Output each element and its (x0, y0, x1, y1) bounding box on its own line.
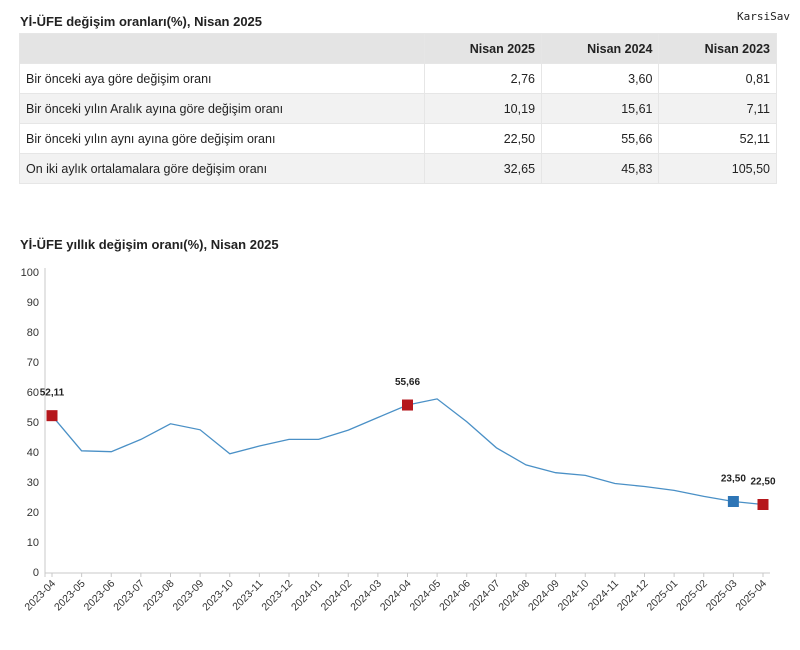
x-tick-label: 2025-03 (704, 578, 740, 614)
x-tick-label: 2023-07 (111, 578, 147, 614)
data-label: 55,66 (395, 377, 420, 388)
x-tick-label: 2025-01 (645, 578, 681, 614)
table-header-row: Nisan 2025 Nisan 2024 Nisan 2023 (19, 33, 777, 64)
y-tick-label: 100 (21, 267, 39, 279)
table-cell: 55,66 (541, 123, 660, 154)
x-tick-label: 2023-09 (171, 578, 207, 614)
x-tick-label: 2024-02 (319, 578, 355, 614)
y-tick-label: 60 (27, 387, 39, 399)
y-tick-label: 80 (27, 327, 39, 339)
x-tick-label: 2025-04 (733, 578, 769, 614)
table-row: Bir önceki yılın Aralık ayına göre değiş… (19, 93, 777, 124)
x-tick-label: 2023-05 (52, 578, 88, 614)
x-tick-label: 2023-08 (141, 578, 177, 614)
series-line (51, 398, 764, 506)
y-tick-label: 20 (27, 507, 39, 519)
y-tick-label: 50 (27, 417, 39, 429)
x-tick-label: 2024-08 (496, 578, 532, 614)
x-tick-label: 2023-06 (82, 578, 118, 614)
x-tick-label: 2024-06 (437, 578, 473, 614)
x-tick-label: 2024-09 (526, 578, 562, 614)
annual-change-line-chart: 01020304050607080901002023-042023-052023… (21, 267, 776, 614)
x-tick-label: 2024-05 (408, 578, 444, 614)
change-rates-table: Nisan 2025 Nisan 2024 Nisan 2023 Bir önc… (19, 33, 777, 184)
table-cell: 10,19 (423, 93, 543, 124)
table-row-label: Bir önceki aya göre değişim oranı (19, 63, 425, 94)
table-row-label: On iki aylık ortalamalara göre değişim o… (19, 153, 425, 184)
y-tick-label: 90 (27, 297, 39, 309)
table-row-label: Bir önceki yılın Aralık ayına göre değiş… (19, 93, 425, 124)
table-title: Yİ-ÜFE değişim oranları(%), Nisan 2025 (20, 14, 263, 29)
data-label: 22,50 (750, 477, 775, 488)
table-row: Bir önceki aya göre değişim oranı 2,76 3… (19, 63, 777, 94)
data-point-marker (402, 399, 413, 411)
x-tick-label: 2024-11 (586, 578, 621, 613)
y-tick-label: 0 (33, 567, 39, 579)
x-tick-label: 2023-12 (259, 578, 295, 614)
x-tick-label: 2024-12 (615, 578, 651, 614)
x-tick-label: 2025-02 (674, 578, 710, 614)
table-row-label: Bir önceki yılın aynı ayına göre değişim… (19, 123, 425, 154)
data-label: 52,11 (40, 388, 65, 399)
data-label: 23,50 (721, 474, 746, 485)
x-tick-label: 2023-04 (22, 578, 58, 614)
table-header-label (19, 33, 425, 64)
table-cell: 32,65 (423, 153, 543, 184)
y-tick-label: 30 (27, 477, 39, 489)
x-tick-label: 2024-01 (289, 578, 325, 614)
x-tick-label: 2024-03 (348, 578, 384, 614)
y-tick-label: 10 (27, 537, 39, 549)
table-cell: 22,50 (423, 123, 543, 154)
table-header-nisan-2025: Nisan 2025 (423, 33, 543, 64)
table-cell: 2,76 (423, 63, 543, 94)
y-tick-label: 70 (27, 357, 39, 369)
data-point-marker (727, 496, 739, 507)
data-point-marker (46, 410, 58, 422)
table-cell: 45,83 (541, 153, 660, 184)
table-row: On iki aylık ortalamalara göre değişim o… (19, 153, 777, 184)
table-cell: 15,61 (541, 93, 660, 124)
x-tick-label: 2023-11 (230, 578, 265, 613)
table-cell: 52,11 (658, 123, 777, 154)
table-row: Bir önceki yılın aynı ayına göre değişim… (19, 123, 777, 154)
table-cell: 105,50 (658, 153, 777, 184)
x-tick-label: 2024-04 (378, 578, 414, 614)
table-cell: 3,60 (541, 63, 660, 94)
x-tick-label: 2024-10 (556, 578, 592, 614)
table-header-nisan-2023: Nisan 2023 (658, 33, 777, 64)
table-header-nisan-2024: Nisan 2024 (541, 33, 660, 64)
y-tick-label: 40 (27, 447, 39, 459)
table-cell: 0,81 (658, 63, 777, 94)
watermark-text: KarsiSav (737, 10, 790, 23)
x-tick-label: 2023-10 (200, 578, 236, 614)
data-point-marker (757, 499, 769, 510)
chart-title: Yİ-ÜFE yıllık değişim oranı(%), Nisan 20… (20, 237, 279, 252)
table-cell: 7,11 (658, 93, 777, 124)
x-tick-label: 2024-07 (467, 578, 503, 614)
